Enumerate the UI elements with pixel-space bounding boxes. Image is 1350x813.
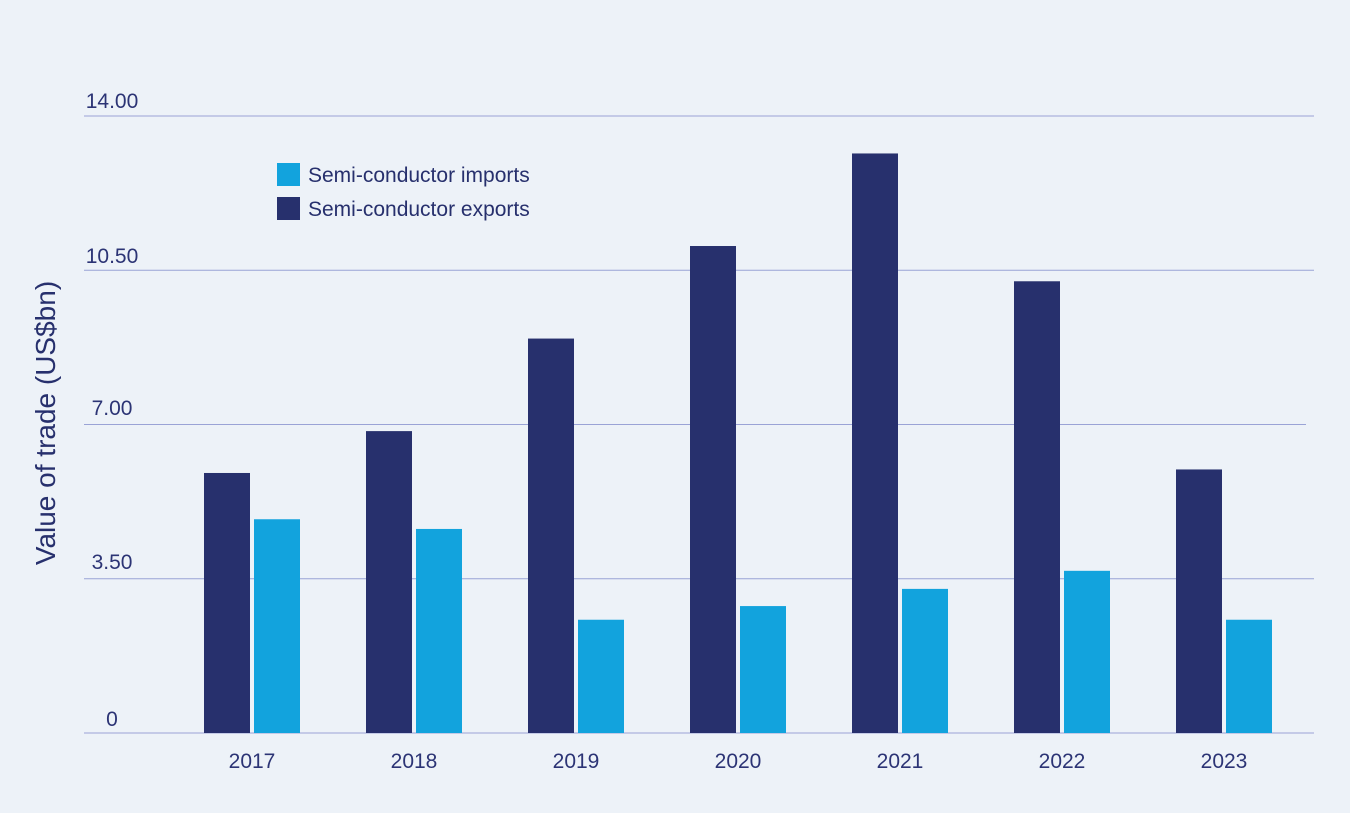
bars <box>204 153 1272 734</box>
x-tick-label: 2019 <box>553 750 600 773</box>
bar-imports <box>416 528 462 733</box>
x-tick-label: 2022 <box>1039 750 1086 773</box>
y-tick-label: 7.00 <box>92 397 133 420</box>
axes: 0 3.50 7.00 10.50 14.00 2017 2018 2019 2020 2021 2… <box>86 90 1248 773</box>
legend: Semi-conductor imports Semi-conductor exp… <box>277 163 530 221</box>
y-tick-label: 14.00 <box>86 90 139 113</box>
x-tick-label: 2021 <box>877 750 924 773</box>
bar-imports <box>1064 570 1110 733</box>
legend-label-exports: Semi-conductor exports <box>308 198 530 221</box>
y-axis-title: Value of trade (US$bn) <box>30 281 61 565</box>
bar-imports <box>902 588 948 733</box>
legend-label-imports: Semi-conductor imports <box>308 164 530 187</box>
bar-imports <box>578 619 624 733</box>
bar-exports <box>852 153 898 734</box>
y-tick-label: 3.50 <box>92 551 133 574</box>
legend-swatch-imports <box>277 163 300 186</box>
bar-exports <box>204 472 250 733</box>
legend-swatch-exports <box>277 197 300 220</box>
y-tick-label: 0 <box>106 708 118 731</box>
bar-imports <box>254 519 300 733</box>
x-tick-label: 2020 <box>715 750 762 773</box>
bar-imports <box>740 606 786 733</box>
x-tick-label: 2018 <box>391 750 438 773</box>
x-tick-label: 2017 <box>229 750 276 773</box>
bar-exports <box>366 431 412 733</box>
x-tick-label: 2023 <box>1201 750 1248 773</box>
bar-exports <box>1014 281 1060 733</box>
bar-exports <box>528 338 574 733</box>
bar-exports <box>1176 469 1222 733</box>
bar-exports <box>690 246 736 733</box>
y-tick-label: 10.50 <box>86 245 139 268</box>
bar-imports <box>1226 619 1272 733</box>
